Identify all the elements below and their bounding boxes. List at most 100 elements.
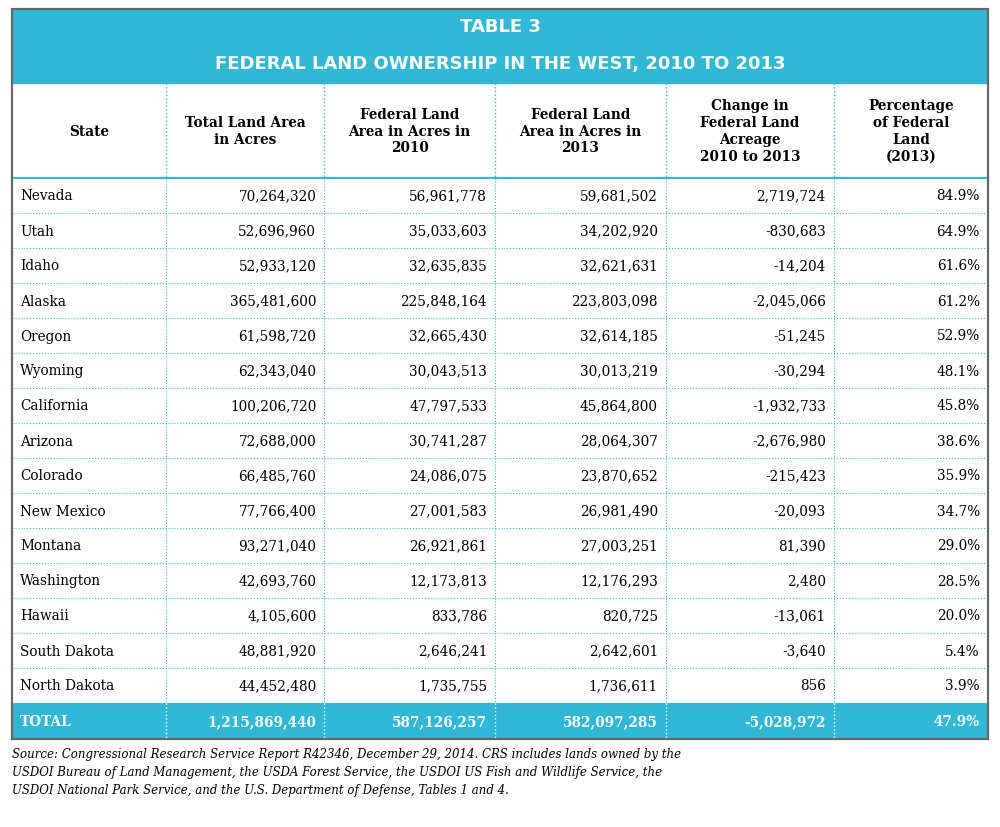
Text: 582,097,285: 582,097,285 xyxy=(563,715,658,728)
Text: Oregon: Oregon xyxy=(20,329,71,343)
Text: 365,481,600: 365,481,600 xyxy=(230,294,316,308)
Text: 62,343,040: 62,343,040 xyxy=(238,364,316,378)
Text: 59,681,502: 59,681,502 xyxy=(580,189,658,203)
Text: 52,696,960: 52,696,960 xyxy=(238,224,316,238)
Text: 45,864,800: 45,864,800 xyxy=(580,399,658,413)
Text: Federal Land
Area in Acres in
2013: Federal Land Area in Acres in 2013 xyxy=(519,108,642,155)
Text: -51,245: -51,245 xyxy=(774,329,826,343)
Text: 587,126,257: 587,126,257 xyxy=(392,715,487,728)
Text: 2,646,241: 2,646,241 xyxy=(418,643,487,657)
Text: 28,064,307: 28,064,307 xyxy=(580,434,658,448)
Bar xyxy=(12,598,988,633)
Text: 30,043,513: 30,043,513 xyxy=(409,364,487,378)
Text: 44,452,480: 44,452,480 xyxy=(238,679,316,693)
Bar xyxy=(12,10,988,84)
Bar xyxy=(12,318,988,354)
Text: -830,683: -830,683 xyxy=(765,224,826,238)
Text: 2,642,601: 2,642,601 xyxy=(589,643,658,657)
Text: Utah: Utah xyxy=(20,224,54,238)
Text: 77,766,400: 77,766,400 xyxy=(238,504,316,518)
Text: 223,803,098: 223,803,098 xyxy=(571,294,658,308)
Text: 12,176,293: 12,176,293 xyxy=(580,574,658,588)
Text: 61,598,720: 61,598,720 xyxy=(238,329,316,343)
Text: Change in
Federal Land
Acreage
2010 to 2013: Change in Federal Land Acreage 2010 to 2… xyxy=(700,99,800,164)
Text: 27,001,583: 27,001,583 xyxy=(409,504,487,518)
Bar xyxy=(12,423,988,458)
Text: 100,206,720: 100,206,720 xyxy=(230,399,316,413)
Text: Federal Land
Area in Acres in
2010: Federal Land Area in Acres in 2010 xyxy=(349,108,471,155)
Text: 61.6%: 61.6% xyxy=(937,259,980,273)
Text: 24,086,075: 24,086,075 xyxy=(409,469,487,483)
Text: 30,013,219: 30,013,219 xyxy=(580,364,658,378)
Text: 3.9%: 3.9% xyxy=(945,679,980,693)
Text: 45.8%: 45.8% xyxy=(937,399,980,413)
Text: -215,423: -215,423 xyxy=(765,469,826,483)
Text: 856: 856 xyxy=(800,679,826,693)
Text: 32,635,835: 32,635,835 xyxy=(409,259,487,273)
Bar xyxy=(12,249,988,284)
Text: South Dakota: South Dakota xyxy=(20,643,114,657)
Text: Idaho: Idaho xyxy=(20,259,59,273)
Bar xyxy=(12,703,988,739)
Bar xyxy=(12,10,988,739)
Text: 4,105,600: 4,105,600 xyxy=(247,609,316,623)
Text: California: California xyxy=(20,399,88,413)
Text: 38.6%: 38.6% xyxy=(937,434,980,448)
Text: 833,786: 833,786 xyxy=(431,609,487,623)
Text: 52,933,120: 52,933,120 xyxy=(238,259,316,273)
Text: Wyoming: Wyoming xyxy=(20,364,84,378)
Text: -1,932,733: -1,932,733 xyxy=(752,399,826,413)
Text: Percentage
of Federal
Land
(2013): Percentage of Federal Land (2013) xyxy=(868,99,954,164)
Text: North Dakota: North Dakota xyxy=(20,679,114,693)
Text: Source: Congressional Research Service Report R42346, December 29, 2014. CRS inc: Source: Congressional Research Service R… xyxy=(12,747,681,796)
Bar xyxy=(12,563,988,598)
Text: Nevada: Nevada xyxy=(20,189,73,203)
Bar xyxy=(12,633,988,668)
Text: 66,485,760: 66,485,760 xyxy=(238,469,316,483)
Text: 35,033,603: 35,033,603 xyxy=(409,224,487,238)
Text: 93,271,040: 93,271,040 xyxy=(238,539,316,552)
Text: 32,621,631: 32,621,631 xyxy=(580,259,658,273)
Text: 2,719,724: 2,719,724 xyxy=(756,189,826,203)
Text: 27,003,251: 27,003,251 xyxy=(580,539,658,552)
Text: 20.0%: 20.0% xyxy=(937,609,980,623)
Text: 48,881,920: 48,881,920 xyxy=(238,643,316,657)
Bar xyxy=(12,354,988,389)
Text: 35.9%: 35.9% xyxy=(937,469,980,483)
Text: Hawaii: Hawaii xyxy=(20,609,69,623)
Text: 5.4%: 5.4% xyxy=(945,643,980,657)
Text: -30,294: -30,294 xyxy=(773,364,826,378)
Text: 72,688,000: 72,688,000 xyxy=(239,434,316,448)
Text: State: State xyxy=(69,124,109,138)
Bar xyxy=(12,179,988,213)
Text: 64.9%: 64.9% xyxy=(937,224,980,238)
Text: -3,640: -3,640 xyxy=(782,643,826,657)
Text: 225,848,164: 225,848,164 xyxy=(400,294,487,308)
Text: 29.0%: 29.0% xyxy=(937,539,980,552)
Text: 56,961,778: 56,961,778 xyxy=(409,189,487,203)
Text: 30,741,287: 30,741,287 xyxy=(409,434,487,448)
Text: 28.5%: 28.5% xyxy=(937,574,980,588)
Text: 23,870,652: 23,870,652 xyxy=(580,469,658,483)
Text: Arizona: Arizona xyxy=(20,434,73,448)
Text: 70,264,320: 70,264,320 xyxy=(238,189,316,203)
Text: 2,480: 2,480 xyxy=(787,574,826,588)
Text: New Mexico: New Mexico xyxy=(20,504,106,518)
Text: 48.1%: 48.1% xyxy=(937,364,980,378)
Text: -2,676,980: -2,676,980 xyxy=(752,434,826,448)
Text: 61.2%: 61.2% xyxy=(937,294,980,308)
Bar xyxy=(12,528,988,563)
Text: 47,797,533: 47,797,533 xyxy=(409,399,487,413)
Text: 84.9%: 84.9% xyxy=(937,189,980,203)
Text: 32,614,185: 32,614,185 xyxy=(580,329,658,343)
Text: 26,981,490: 26,981,490 xyxy=(580,504,658,518)
Text: -2,045,066: -2,045,066 xyxy=(752,294,826,308)
Text: Alaska: Alaska xyxy=(20,294,66,308)
Bar xyxy=(12,494,988,528)
Text: FEDERAL LAND OWNERSHIP IN THE WEST, 2010 TO 2013: FEDERAL LAND OWNERSHIP IN THE WEST, 2010… xyxy=(215,55,785,74)
Text: 47.9%: 47.9% xyxy=(934,715,980,728)
Text: 42,693,760: 42,693,760 xyxy=(238,574,316,588)
Bar xyxy=(12,213,988,249)
Bar xyxy=(12,84,988,179)
Text: Colorado: Colorado xyxy=(20,469,83,483)
